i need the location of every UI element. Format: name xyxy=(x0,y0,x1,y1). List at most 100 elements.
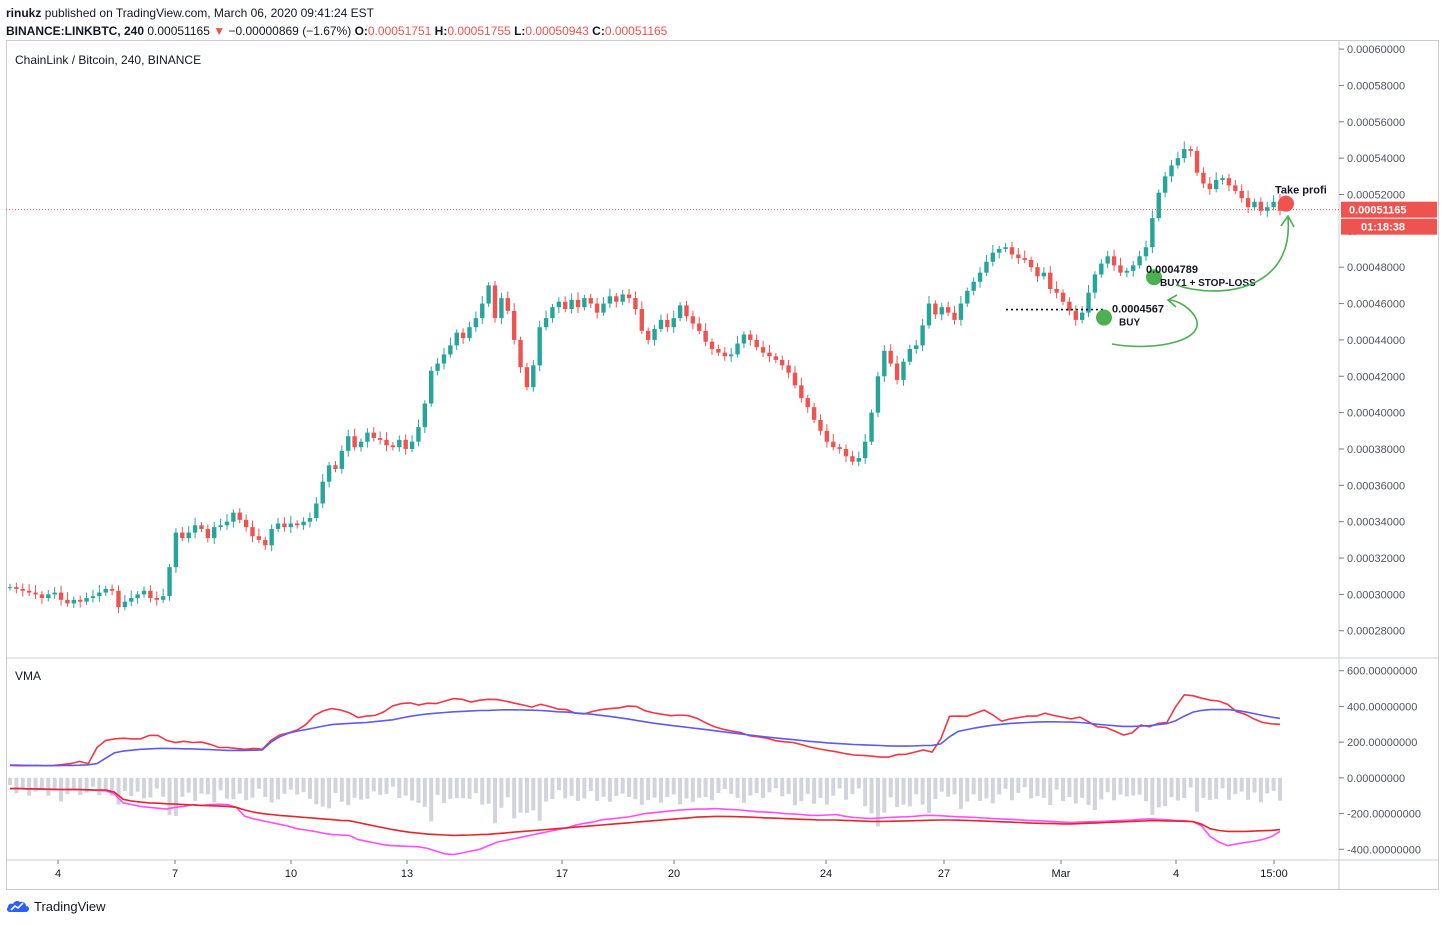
countdown-tag xyxy=(1341,218,1437,235)
volume-bar xyxy=(978,777,983,801)
candle-body xyxy=(1086,292,1091,313)
candle-body xyxy=(416,427,421,442)
y-tick-label: 0.00034000 xyxy=(1347,517,1405,529)
volume-bar xyxy=(767,777,772,793)
candle-body xyxy=(805,398,810,408)
author-name[interactable]: rinukz xyxy=(6,6,42,20)
candle-body xyxy=(607,296,613,304)
candle-body xyxy=(1131,265,1136,271)
candle-body xyxy=(556,301,562,308)
candle-body xyxy=(448,345,453,355)
volume-bar xyxy=(1067,777,1072,797)
candle-body xyxy=(767,352,772,357)
symbol-label: BINANCE:LINKBTC, 240 xyxy=(6,24,145,38)
volume-bar xyxy=(1220,777,1225,789)
y-tick-label: 0.00042000 xyxy=(1347,371,1405,383)
volume-bar xyxy=(863,777,868,807)
candle-body xyxy=(748,334,753,340)
candle-body xyxy=(237,512,242,520)
candle-body xyxy=(773,356,779,360)
candle-body xyxy=(614,296,619,302)
volume-bar xyxy=(161,777,166,797)
candle-body xyxy=(1079,312,1085,320)
candle-body xyxy=(180,532,185,539)
volume-bar xyxy=(110,777,115,796)
close-value: 0.00051165 xyxy=(604,24,668,38)
volume-bar xyxy=(748,777,753,796)
volume-bar xyxy=(997,777,1002,795)
buy1-marker xyxy=(1146,269,1162,286)
indicator-title[interactable]: VMA xyxy=(15,669,42,683)
last-price-value: 0.00051165 xyxy=(147,24,210,38)
volume-bar xyxy=(1099,777,1104,800)
volume-bar xyxy=(429,777,434,822)
y-tick-label: 0.00030000 xyxy=(1347,589,1405,601)
volume-bar xyxy=(1271,777,1276,791)
candle-body xyxy=(65,599,70,604)
y-tick-label: 0.00036000 xyxy=(1347,480,1405,492)
volume-bar xyxy=(1124,777,1129,797)
candle-body xyxy=(148,590,153,599)
candle-body xyxy=(1143,247,1149,257)
volume-bar xyxy=(505,777,510,798)
candle-body xyxy=(569,299,574,310)
candle-body xyxy=(429,370,434,404)
candle-body xyxy=(709,341,715,349)
volume-bar xyxy=(1003,777,1008,789)
candle-body xyxy=(594,303,600,313)
volume-bar xyxy=(939,777,944,792)
candle-body xyxy=(1028,259,1034,268)
volume-bar xyxy=(390,777,395,787)
candle-body xyxy=(307,518,313,522)
candle-body xyxy=(397,439,402,448)
candle-body xyxy=(645,330,651,340)
candle-body xyxy=(882,350,887,377)
candle-body xyxy=(741,334,747,344)
volume-bar xyxy=(914,777,919,795)
candle-body xyxy=(684,305,689,317)
take-profit-marker xyxy=(1278,195,1294,212)
footer-brand[interactable]: TradingView xyxy=(6,898,106,914)
candle-body xyxy=(1105,256,1110,264)
candle-body xyxy=(837,447,842,449)
candle-body xyxy=(333,465,338,469)
volume-bar xyxy=(448,777,453,799)
volume-bar xyxy=(218,777,223,791)
volume-bar xyxy=(965,777,970,802)
candle-body xyxy=(377,438,383,440)
candle-body xyxy=(173,532,179,568)
published-info: published on TradingView.com, March 06, … xyxy=(44,6,375,20)
candle-body xyxy=(531,365,536,388)
volume-bar xyxy=(224,777,229,799)
volume-bar xyxy=(1226,777,1231,800)
volume-bar xyxy=(103,777,108,791)
candle-body xyxy=(1035,267,1040,277)
volume-bar xyxy=(588,777,593,792)
candle-body xyxy=(831,441,836,448)
chart-canvas[interactable]: 0.00060000 0.00058000 0.00056000 0.00054000… xyxy=(6,40,1439,890)
volume-bar xyxy=(378,777,383,795)
candle-body xyxy=(212,527,217,539)
candle-body xyxy=(26,590,32,593)
candle-body xyxy=(1239,190,1244,199)
candle-body xyxy=(160,596,166,600)
candle-body xyxy=(550,307,555,319)
candle-body xyxy=(850,456,855,462)
volume-bar xyxy=(607,777,612,802)
volume-bar xyxy=(33,777,38,792)
candle-body xyxy=(652,329,657,340)
vma-y-tick-label: -200.00000000 xyxy=(1347,809,1421,821)
candle-body xyxy=(1060,292,1066,302)
volume-bar xyxy=(84,777,89,793)
candle-body xyxy=(990,252,996,262)
volume-bar xyxy=(1048,777,1053,805)
candle-body xyxy=(799,385,804,399)
candle-body xyxy=(499,298,504,319)
candle-body xyxy=(728,354,734,357)
volume-bar xyxy=(1073,777,1078,804)
candle-body xyxy=(320,481,325,504)
candle-body xyxy=(977,272,983,282)
candle-body xyxy=(192,525,198,533)
y-tick-label: 0.00054000 xyxy=(1347,153,1405,165)
volume-bar xyxy=(1061,777,1066,802)
